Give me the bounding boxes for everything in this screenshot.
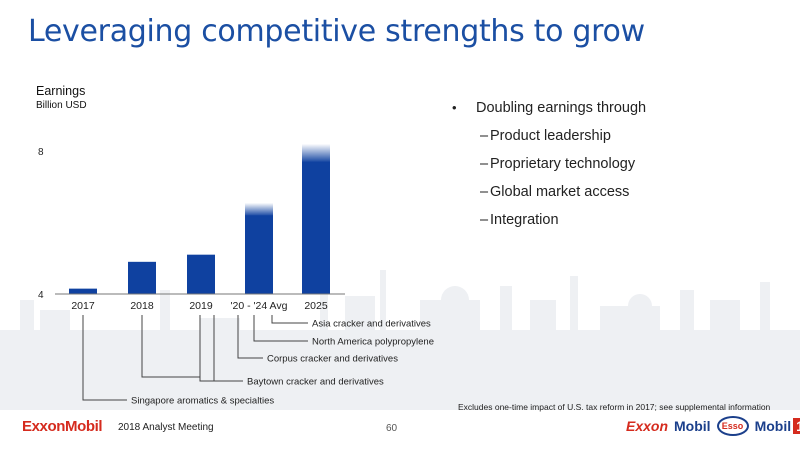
sub-bullet-text: Proprietary technology xyxy=(490,156,636,172)
bar xyxy=(302,161,330,294)
annotation-label: Corpus cracker and derivatives xyxy=(267,354,398,365)
meeting-label: 2018 Analyst Meeting xyxy=(118,422,214,433)
exxon-logo: Exxon xyxy=(626,418,669,434)
annotation-leader xyxy=(271,315,308,324)
x-tick-label: 2017 xyxy=(71,300,95,312)
annotation-label: North America polypropylene xyxy=(312,337,434,348)
dash-icon: – xyxy=(480,184,489,200)
mobil1-logo: Mobil1 xyxy=(755,418,800,434)
dash-icon: – xyxy=(480,212,489,228)
bullet-list: • Doubling earnings through – Product le… xyxy=(452,100,646,240)
sub-bullet-text: Global market access xyxy=(490,184,630,200)
sub-bullet-item: – Integration xyxy=(452,212,646,240)
annotation-leader xyxy=(82,315,127,401)
bullet-item: • Doubling earnings through xyxy=(452,100,646,128)
annotation-label: Singapore aromatics & specialties xyxy=(131,396,274,407)
annotation-leader xyxy=(199,315,243,382)
chart-y-label: Earnings xyxy=(36,84,86,98)
x-tick-label: 2025 xyxy=(304,300,328,312)
y-tick-label: 4 xyxy=(38,290,44,301)
page-number: 60 xyxy=(386,423,398,434)
bullet-dot-icon: • xyxy=(452,100,457,115)
sub-bullet-item: – Global market access xyxy=(452,184,646,212)
bar xyxy=(245,215,273,294)
x-tick-label: 2019 xyxy=(189,300,213,312)
chart-y-unit: Billion USD xyxy=(36,100,87,111)
bullet-text: Doubling earnings through xyxy=(476,100,647,116)
footnote: Excludes one-time impact of U.S. tax ref… xyxy=(458,402,771,412)
mobil-logo: Mobil xyxy=(674,418,711,434)
annotation-label: Baytown cracker and derivatives xyxy=(247,377,384,388)
sub-bullet-text: Integration xyxy=(490,212,559,228)
mobil1-number: 1 xyxy=(793,418,800,434)
annotation-leader xyxy=(253,315,308,342)
mobil1-text: Mobil xyxy=(754,418,792,434)
bar xyxy=(69,288,97,294)
bar-range-fade xyxy=(302,143,330,163)
x-tick-label: '20 - '24 Avg xyxy=(231,300,288,312)
dash-icon: – xyxy=(480,156,489,172)
bar xyxy=(187,254,215,294)
annotation-leader xyxy=(141,315,200,378)
sub-bullet-item: – Product leadership xyxy=(452,128,646,156)
annotation-label: Asia cracker and derivatives xyxy=(312,319,431,330)
sub-bullet-item: – Proprietary technology xyxy=(452,156,646,184)
x-tick-label: 2018 xyxy=(130,300,154,312)
sub-bullet-text: Product leadership xyxy=(490,128,611,144)
brand-logos: Exxon Mobil Esso Mobil1 xyxy=(626,414,800,438)
esso-logo: Esso xyxy=(716,416,749,436)
bar xyxy=(128,261,156,294)
dash-icon: – xyxy=(480,128,489,144)
slide-title: Leveraging competitive strengths to grow xyxy=(28,14,645,49)
y-tick-label: 8 xyxy=(38,147,44,158)
annotation-leader xyxy=(237,315,263,359)
exxonmobil-logo: ExxonMobil xyxy=(22,418,103,435)
bar-range-fade xyxy=(245,202,273,217)
